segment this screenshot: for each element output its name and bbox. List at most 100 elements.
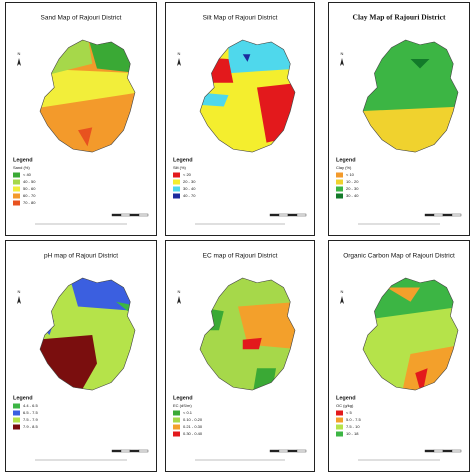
- legend-swatch: [336, 410, 343, 416]
- legend-label: 20 - 30: [183, 179, 196, 184]
- legend-swatch: [173, 431, 180, 437]
- scale-bar: [296, 213, 307, 217]
- legend-swatch: [336, 417, 343, 423]
- north-arrow: [17, 58, 21, 66]
- legend-swatch: [336, 179, 343, 185]
- scale-bar: [433, 213, 444, 217]
- legend-title: Silt (%): [173, 165, 187, 170]
- legend-heading: Legend: [336, 395, 356, 401]
- scale-bar: [278, 449, 289, 453]
- scale-bar: [269, 213, 280, 217]
- map-title: Sand Map of Rajouri District: [41, 15, 122, 22]
- legend-swatch: [173, 186, 180, 192]
- legend-title: Clay (%): [336, 165, 352, 170]
- legend-label: < 5: [346, 410, 352, 415]
- legend-label: 7.9 - 8.5: [23, 424, 38, 429]
- north-arrow: [340, 296, 344, 304]
- scale-bar: [138, 213, 149, 217]
- legend-swatch: [336, 431, 343, 437]
- scale-bar: [442, 213, 453, 217]
- scale-bar: [424, 213, 435, 217]
- legend-label: 6.5 - 7.5: [23, 410, 38, 415]
- legend-swatch: [13, 417, 20, 423]
- district-outline: [362, 39, 459, 153]
- legend-label: 70 - 80: [23, 200, 36, 205]
- scale-bar: [120, 213, 131, 217]
- north-arrow: [17, 296, 21, 304]
- district-outline: [199, 39, 296, 153]
- district-outline: [362, 277, 459, 391]
- scale-bar: [129, 449, 140, 453]
- legend-swatch: [13, 193, 20, 199]
- legend-label: 0.30 - 0.40: [183, 431, 203, 436]
- map-title: Organic Carbon Map of Rajouri District: [343, 253, 455, 260]
- legend-label: < 10: [346, 172, 355, 177]
- legend-swatch: [173, 172, 180, 178]
- legend-swatch: [173, 417, 180, 423]
- legend-title: OC (g/kg): [336, 403, 354, 408]
- map-zone: [242, 337, 262, 350]
- legend-label: < 40: [23, 172, 32, 177]
- legend-label: 7.5 - 7.9: [23, 417, 38, 422]
- legend-label: 30 - 40: [346, 193, 359, 198]
- legend-label: 0.10 - 0.20: [183, 417, 203, 422]
- map-panel: Clay Map of Rajouri District N Legend Clay …: [328, 2, 470, 236]
- legend-heading: Legend: [13, 395, 33, 401]
- legend-label: 40 - 50: [23, 179, 36, 184]
- map-panel: Silt Map of Rajouri District N Legend Silt …: [165, 2, 315, 236]
- scale-bar: [424, 449, 435, 453]
- scale-bar: [287, 449, 298, 453]
- map-panel: pH map of Rajouri District N Legend 4.4 - 6…: [5, 240, 157, 472]
- legend-label: 20 - 30: [346, 186, 359, 191]
- map-zone: [386, 287, 420, 302]
- legend-swatch: [13, 179, 20, 185]
- north-label: N: [178, 289, 181, 294]
- north-label: N: [18, 289, 21, 294]
- legend-swatch: [336, 424, 343, 430]
- north-label: N: [178, 51, 181, 56]
- map-panel: Sand Map of Rajouri District N Legend Sand …: [5, 2, 157, 236]
- legend-swatch: [13, 200, 20, 206]
- legend-heading: Legend: [173, 157, 193, 163]
- legend-heading: Legend: [336, 157, 356, 163]
- legend-swatch: [13, 410, 20, 416]
- scale-bar: [129, 213, 140, 217]
- legend-swatch: [13, 424, 20, 430]
- legend-label: 10 - 20: [346, 179, 359, 184]
- legend-title: Sand (%): [13, 165, 30, 170]
- legend-title: EC (dS/m): [173, 403, 192, 408]
- scale-bar: [120, 449, 131, 453]
- scale-bar: [269, 449, 280, 453]
- legend-label: < 0.1: [183, 410, 193, 415]
- legend-swatch: [13, 403, 20, 409]
- legend-label: 60 - 70: [23, 193, 36, 198]
- legend-label: 5.0 - 7.5: [346, 417, 361, 422]
- north-arrow: [177, 58, 181, 66]
- legend-swatch: [13, 172, 20, 178]
- scale-bar: [287, 213, 298, 217]
- scale-bar: [442, 449, 453, 453]
- legend-swatch: [173, 179, 180, 185]
- map-zone: [415, 368, 428, 391]
- legend-swatch: [336, 186, 343, 192]
- legend-swatch: [336, 193, 343, 199]
- legend-label: 7.5 - 10: [346, 424, 360, 429]
- legend-label: < 20: [183, 172, 192, 177]
- legend-label: 40 - 70: [183, 193, 196, 198]
- map-zone: [78, 127, 93, 147]
- legend-label: 50 - 60: [23, 186, 36, 191]
- map-panel: EC map of Rajouri District N Legend EC (dS/…: [165, 240, 315, 472]
- scale-bar: [451, 213, 462, 217]
- map-zone: [242, 54, 251, 62]
- scale-bar: [278, 213, 289, 217]
- legend-swatch: [173, 410, 180, 416]
- map-title: EC map of Rajouri District: [203, 253, 278, 260]
- map-zone: [40, 68, 135, 109]
- map-title: Clay Map of Rajouri District: [353, 13, 446, 22]
- district-outline: [199, 277, 296, 391]
- district-outline: [39, 39, 136, 153]
- map-zone: [238, 301, 295, 350]
- legend-heading: Legend: [13, 157, 33, 163]
- map-title: Silt Map of Rajouri District: [203, 15, 278, 22]
